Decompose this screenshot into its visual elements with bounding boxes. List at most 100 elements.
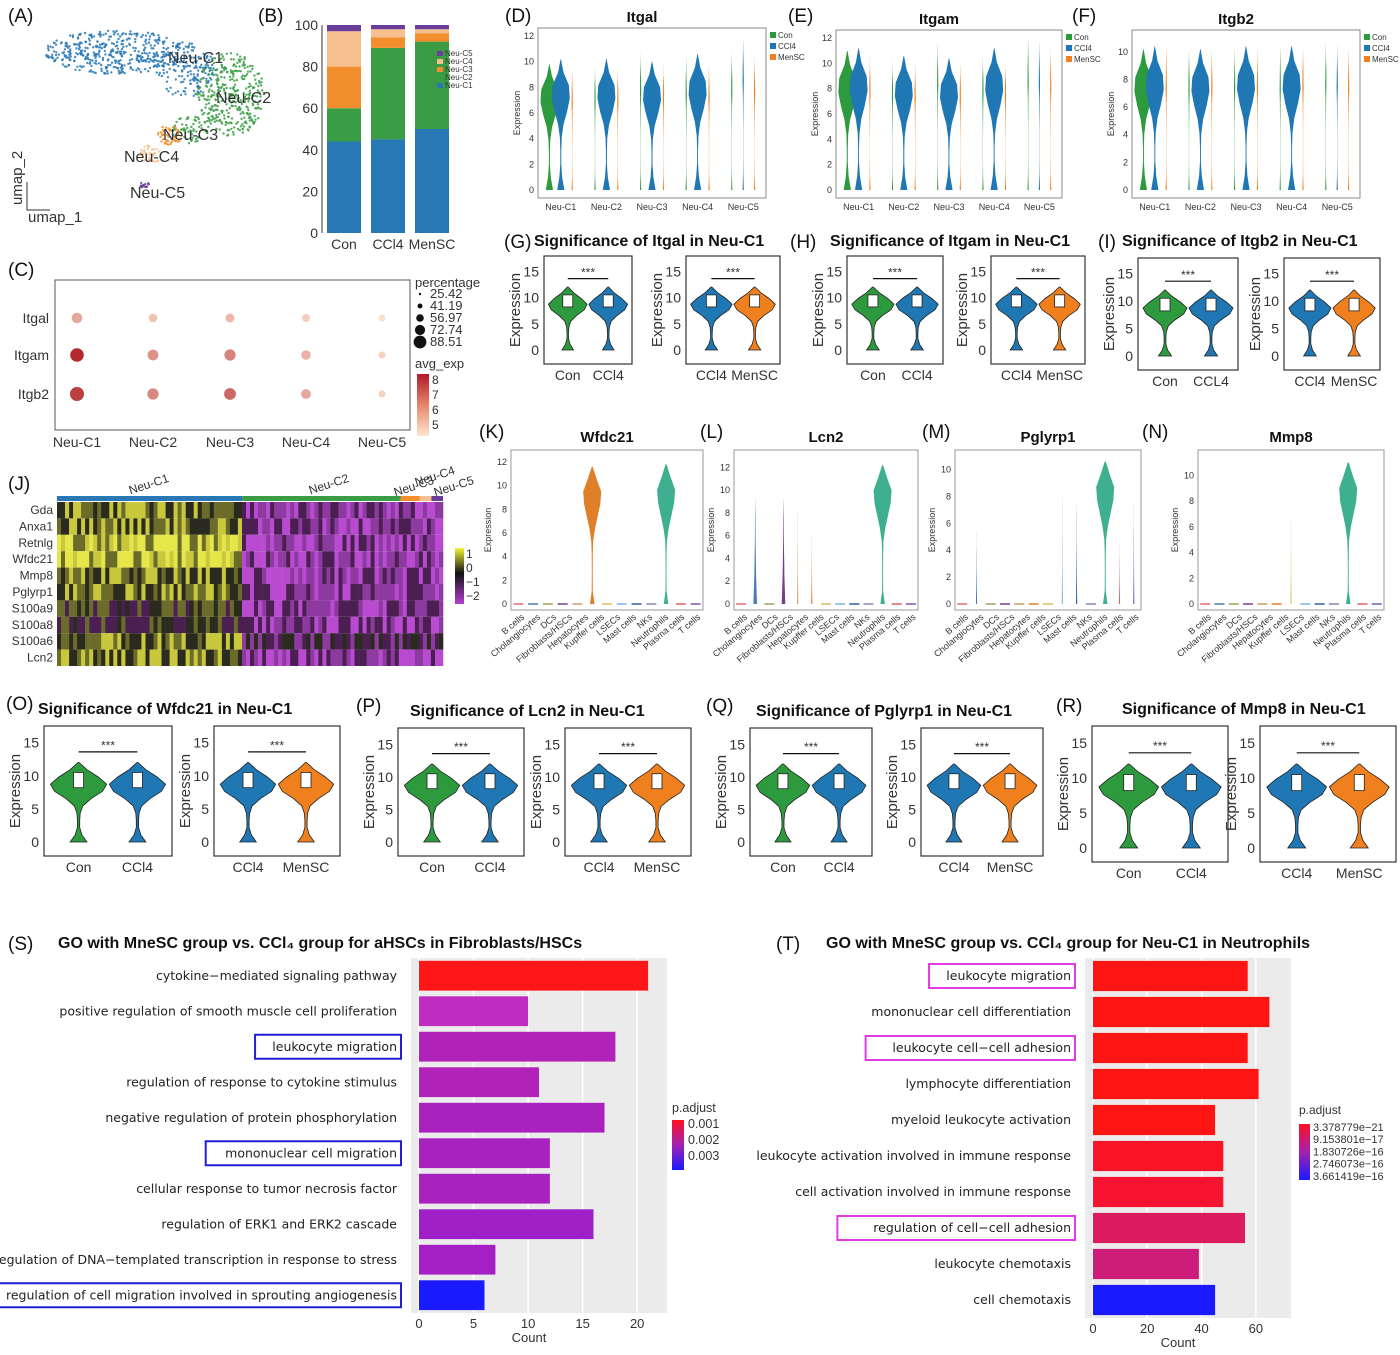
- j-heat-cell: [362, 633, 367, 650]
- j-heat-cell: [326, 584, 331, 601]
- j-heat-cell: [430, 633, 436, 650]
- umap-point: [254, 118, 257, 121]
- umap-point: [79, 64, 82, 68]
- umap-point: [121, 43, 125, 46]
- e-legend-label: Con: [1074, 33, 1089, 42]
- j-heat-cell: [306, 600, 311, 617]
- j-heat-cell: [177, 567, 182, 584]
- f-violin: [1256, 46, 1258, 190]
- j-heat-cell: [109, 584, 114, 601]
- umap-point: [157, 64, 161, 68]
- j-heat-cell: [201, 551, 207, 568]
- panel-label-s: (S): [8, 934, 33, 955]
- umap-point: [116, 67, 120, 70]
- umap-point: [178, 74, 181, 78]
- j-heat-cell: [149, 616, 154, 634]
- umap-point: [260, 77, 263, 80]
- j-heat-cell: [81, 584, 86, 601]
- umap-point: [190, 49, 193, 52]
- j-heat-cell: [85, 649, 90, 666]
- umap-point: [182, 129, 186, 132]
- umap-point: [68, 56, 71, 60]
- j-heat-cell: [414, 502, 420, 519]
- umap-point: [215, 93, 218, 96]
- j-heat-cell: [93, 616, 98, 634]
- umap-point: [191, 136, 194, 139]
- umap-point: [134, 38, 137, 41]
- j-heat-cell: [97, 518, 102, 535]
- r-ytick: 5: [1247, 805, 1255, 821]
- o-box: [242, 772, 254, 789]
- j-heat-cell: [209, 649, 215, 666]
- umap-point: [192, 122, 195, 126]
- j-heat-cell: [410, 502, 416, 519]
- j-heat-cell: [69, 551, 74, 568]
- r-box: [1291, 774, 1303, 792]
- umap-point: [67, 63, 71, 67]
- j-heat-cell: [374, 534, 379, 552]
- umap-point: [205, 85, 209, 88]
- t-bar: [1093, 1104, 1216, 1136]
- umap-point: [181, 41, 184, 44]
- j-heat-cell: [229, 518, 235, 535]
- j-heat-cell: [330, 534, 335, 552]
- j-heat-cell: [362, 584, 367, 601]
- j-heat-cell: [318, 616, 323, 634]
- j-heat-cell: [121, 584, 126, 601]
- t-legend-tick: 1.830726e−16: [1313, 1146, 1384, 1158]
- j-heat-cell: [250, 600, 255, 617]
- j-heat-cell: [85, 600, 90, 617]
- j-heat-cell: [161, 567, 166, 584]
- j-heat-cell: [233, 567, 239, 584]
- g-frame: [685, 255, 781, 365]
- j-heat-cell: [57, 502, 62, 519]
- j-heat-cell: [117, 534, 122, 552]
- j-heat-cell: [394, 600, 400, 617]
- j-heat-cell: [225, 551, 231, 568]
- h-violin: [895, 286, 939, 351]
- j-heat-cell: [374, 600, 379, 617]
- j-heat-cell: [402, 633, 408, 650]
- umap-point: [236, 61, 239, 65]
- j-heat-cell: [322, 584, 327, 601]
- umap-point: [97, 53, 100, 56]
- umap-point: [91, 59, 94, 62]
- j-heat-cell: [81, 616, 86, 634]
- t-category-label: mononuclear cell differentiation: [871, 1004, 1071, 1019]
- h-ytick: 5: [834, 316, 842, 332]
- umap-point: [159, 135, 162, 139]
- j-heat-cell: [105, 616, 110, 634]
- h-ytick: 5: [978, 316, 986, 332]
- umap-point: [162, 65, 165, 68]
- j-heat-cell: [290, 551, 295, 568]
- j-heat-cell: [374, 518, 379, 535]
- umap-point: [115, 40, 119, 44]
- j-heat-cell: [418, 649, 424, 666]
- umap-point: [129, 30, 132, 33]
- umap-point: [106, 72, 110, 75]
- j-heat-cell: [209, 518, 215, 535]
- j-heat-cell: [338, 649, 343, 666]
- j-heat-cell: [233, 551, 239, 568]
- j-heat-cell: [278, 600, 283, 617]
- j-heat-cell: [342, 600, 347, 617]
- j-heat-cell: [65, 518, 70, 535]
- j-heat-cell: [153, 584, 158, 601]
- j-heat-cell: [286, 551, 291, 568]
- j-heat-cell: [213, 518, 219, 535]
- b-legend-swatch: [437, 75, 443, 80]
- j-heat-cell: [270, 551, 275, 568]
- j-heat-cell: [237, 534, 243, 552]
- umap-point: [88, 62, 92, 65]
- umap-point: [178, 46, 181, 50]
- panel-label-p: (P): [356, 696, 381, 717]
- umap-point: [184, 93, 187, 96]
- umap-point: [155, 148, 158, 151]
- j-heat-cell: [362, 649, 367, 666]
- d-legend-swatch: [770, 54, 776, 60]
- j-heat-cell: [258, 551, 263, 568]
- n-ytick: 4: [1189, 548, 1194, 558]
- i-ytick: 15: [1263, 266, 1279, 282]
- j-heat-cell: [346, 600, 351, 617]
- c-color-tick: 6: [432, 403, 439, 417]
